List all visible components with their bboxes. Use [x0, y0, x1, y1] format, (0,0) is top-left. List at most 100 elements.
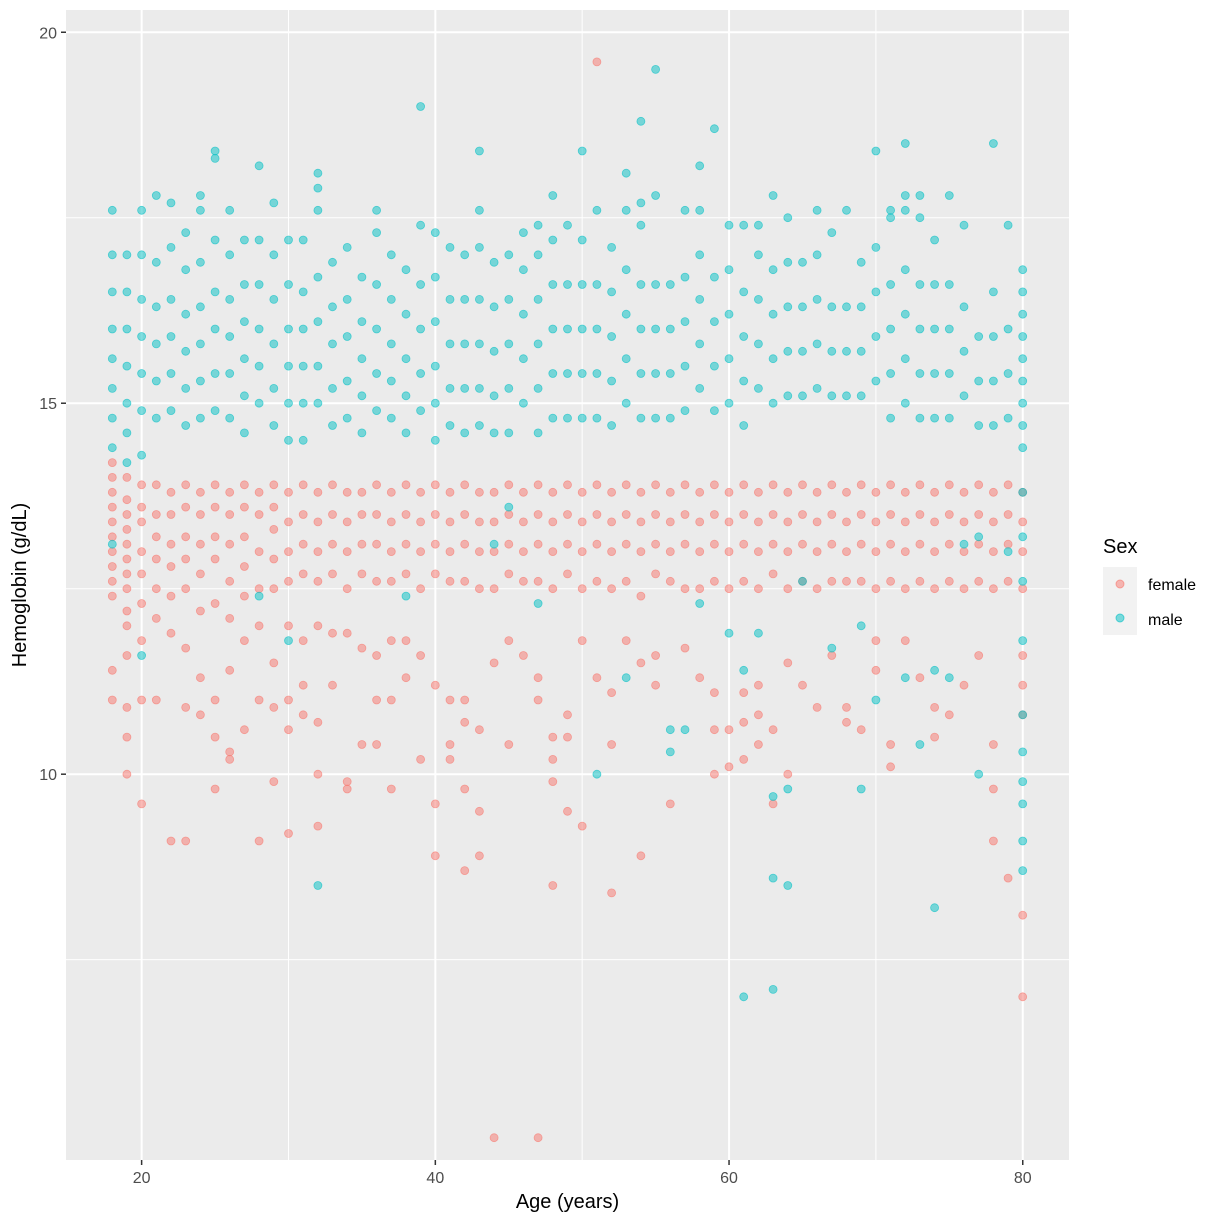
data-point-female	[474, 725, 484, 735]
data-point-male	[239, 428, 249, 438]
data-point-male	[254, 235, 264, 245]
data-point-male	[519, 354, 528, 364]
data-point-female	[313, 821, 323, 831]
data-point-male	[695, 161, 705, 171]
data-point-female	[239, 562, 249, 571]
data-point-female	[680, 510, 690, 519]
data-point-male	[592, 369, 602, 378]
data-point-male	[974, 421, 984, 430]
data-point-male	[151, 413, 161, 423]
data-point-male	[827, 228, 837, 238]
data-point-male	[607, 332, 616, 341]
data-point-female	[651, 651, 660, 660]
data-point-male	[284, 324, 293, 334]
data-point-male	[195, 205, 205, 215]
x-tick-label: 60	[720, 1170, 738, 1187]
data-point-male	[812, 205, 822, 215]
data-point-male	[563, 324, 572, 334]
data-point-male	[900, 139, 910, 148]
data-point-female	[739, 510, 749, 519]
data-point-female	[195, 569, 205, 579]
data-point-male	[445, 383, 455, 393]
data-point-female	[254, 695, 264, 705]
data-point-male	[519, 265, 528, 275]
data-point-male	[254, 324, 264, 334]
data-point-male	[1018, 487, 1028, 497]
data-point-female	[254, 836, 264, 846]
data-point-male	[651, 280, 660, 289]
data-point-female	[724, 725, 734, 735]
data-point-male	[151, 376, 161, 386]
data-point-male	[107, 383, 117, 393]
data-point-female	[886, 480, 895, 490]
data-point-male	[944, 280, 954, 289]
data-point-female	[1018, 651, 1028, 660]
data-point-female	[284, 621, 293, 631]
data-point-female	[122, 495, 132, 505]
data-point-female	[783, 584, 793, 594]
data-point-female	[489, 517, 499, 527]
data-point-male	[430, 435, 440, 445]
data-point-female	[122, 539, 132, 549]
data-point-female	[122, 769, 132, 779]
data-point-female	[563, 510, 572, 519]
data-point-male	[871, 376, 881, 386]
data-point-male	[416, 220, 426, 230]
data-point-male	[915, 213, 925, 223]
data-point-female	[842, 547, 851, 556]
data-point-female	[754, 517, 763, 527]
data-point-female	[137, 547, 147, 556]
data-point-male	[768, 985, 778, 994]
data-point-female	[827, 576, 837, 586]
data-point-female	[166, 628, 176, 638]
data-point-male	[739, 287, 749, 297]
data-point-male	[239, 391, 249, 401]
data-point-female	[181, 502, 191, 512]
data-point-male	[680, 205, 690, 215]
data-point-female	[489, 487, 499, 497]
data-point-male	[1018, 332, 1028, 341]
data-point-male	[195, 339, 205, 349]
data-point-female	[284, 487, 293, 497]
data-point-female	[1018, 517, 1028, 527]
data-point-female	[254, 584, 264, 594]
data-point-male	[621, 309, 631, 319]
data-point-male	[695, 205, 705, 215]
data-point-male	[445, 242, 455, 252]
data-point-female	[798, 680, 807, 690]
data-point-female	[548, 777, 558, 786]
data-point-female	[563, 569, 572, 579]
data-point-male	[519, 228, 528, 238]
data-point-male	[107, 205, 117, 215]
data-point-female	[739, 688, 749, 697]
y-tick-label: 20	[39, 25, 57, 42]
data-point-male	[798, 391, 807, 401]
data-point-female	[548, 517, 558, 527]
data-point-male	[181, 228, 191, 238]
data-point-male	[768, 873, 778, 883]
data-point-female	[313, 487, 323, 497]
plot-panel	[66, 10, 1069, 1160]
data-point-male	[1003, 220, 1013, 230]
data-point-female	[519, 487, 528, 497]
data-point-male	[739, 332, 749, 341]
data-point-female	[710, 769, 719, 779]
data-point-male	[430, 272, 440, 282]
data-point-female	[107, 458, 117, 468]
data-point-female	[372, 695, 382, 705]
data-point-female	[930, 517, 939, 527]
data-point-female	[900, 547, 910, 556]
data-point-female	[137, 599, 147, 608]
data-point-male	[680, 361, 690, 371]
data-point-male	[430, 228, 440, 238]
data-point-male	[460, 250, 470, 260]
data-point-male	[915, 740, 925, 749]
data-point-female	[460, 717, 470, 727]
data-point-female	[298, 569, 308, 579]
data-point-male	[665, 324, 675, 334]
data-point-male	[181, 346, 191, 356]
data-point-female	[195, 510, 205, 519]
data-point-female	[856, 480, 866, 490]
data-point-male	[313, 205, 323, 215]
data-point-female	[504, 740, 514, 749]
